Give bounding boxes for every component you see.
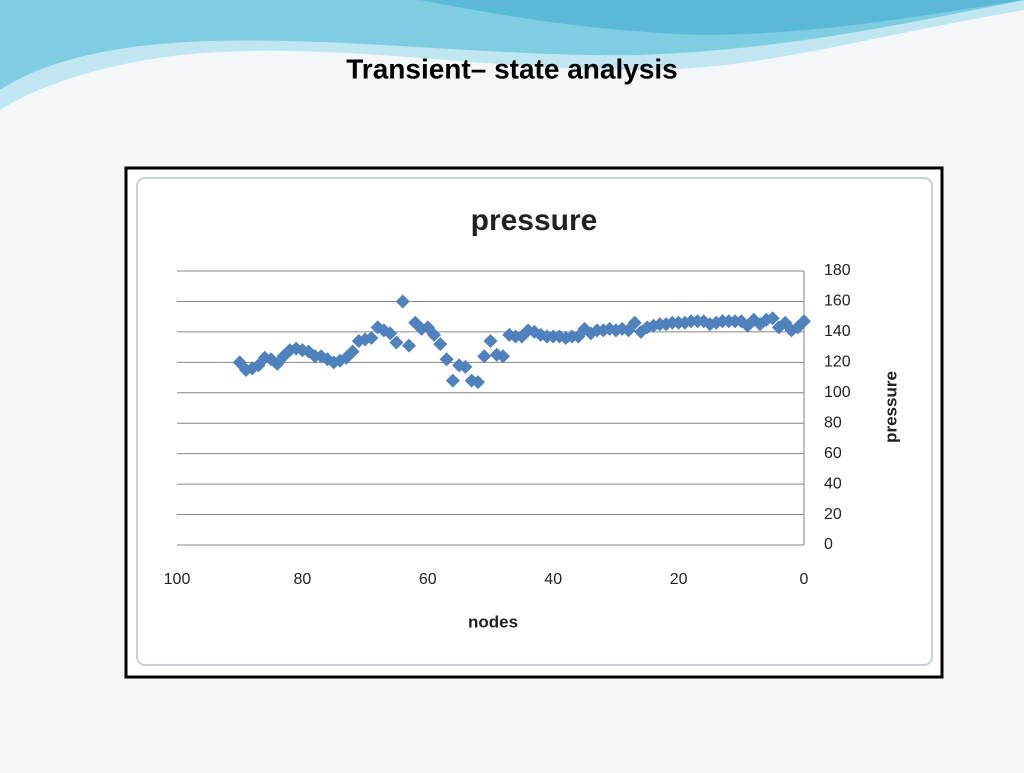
x-tick-label: 0 [800, 571, 809, 588]
y-tick-label: 120 [824, 354, 851, 371]
y-tick-label: 40 [824, 475, 842, 492]
data-point [483, 334, 498, 349]
data-point [458, 359, 473, 374]
data-point [477, 349, 492, 364]
data-point [345, 344, 360, 359]
data-point [389, 335, 404, 350]
data-point [496, 349, 511, 364]
x-tick-label: 40 [544, 571, 562, 588]
data-point [383, 326, 398, 341]
y-tick-label: 180 [824, 262, 851, 279]
y-axis-label: pressure [881, 371, 900, 443]
data-point [427, 327, 442, 342]
data-point [401, 338, 416, 353]
chart-area [136, 177, 933, 666]
data-point [395, 294, 410, 309]
x-tick-label: 60 [419, 571, 437, 588]
slide-title: Transient– state analysis [346, 53, 678, 84]
x-tick-label: 80 [294, 571, 312, 588]
y-tick-label: 20 [824, 506, 842, 523]
chart-title: pressure [471, 204, 598, 237]
y-tick-label: 60 [824, 445, 842, 462]
data-point [364, 330, 379, 345]
data-point [445, 373, 460, 388]
data-point [797, 314, 811, 329]
y-tick-label: 0 [824, 536, 833, 553]
y-tick-label: 80 [824, 414, 842, 431]
data-point [627, 315, 642, 330]
data-point [470, 375, 485, 390]
x-tick-label: 100 [164, 571, 191, 588]
x-tick-label: 20 [670, 571, 688, 588]
y-tick-label: 100 [824, 384, 851, 401]
wave-decoration [420, 0, 1024, 35]
data-point [765, 311, 780, 326]
y-tick-label: 160 [824, 293, 851, 310]
data-point [439, 352, 454, 367]
y-tick-label: 140 [824, 323, 851, 340]
data-point [433, 337, 448, 352]
x-axis-label: nodes [468, 612, 518, 631]
